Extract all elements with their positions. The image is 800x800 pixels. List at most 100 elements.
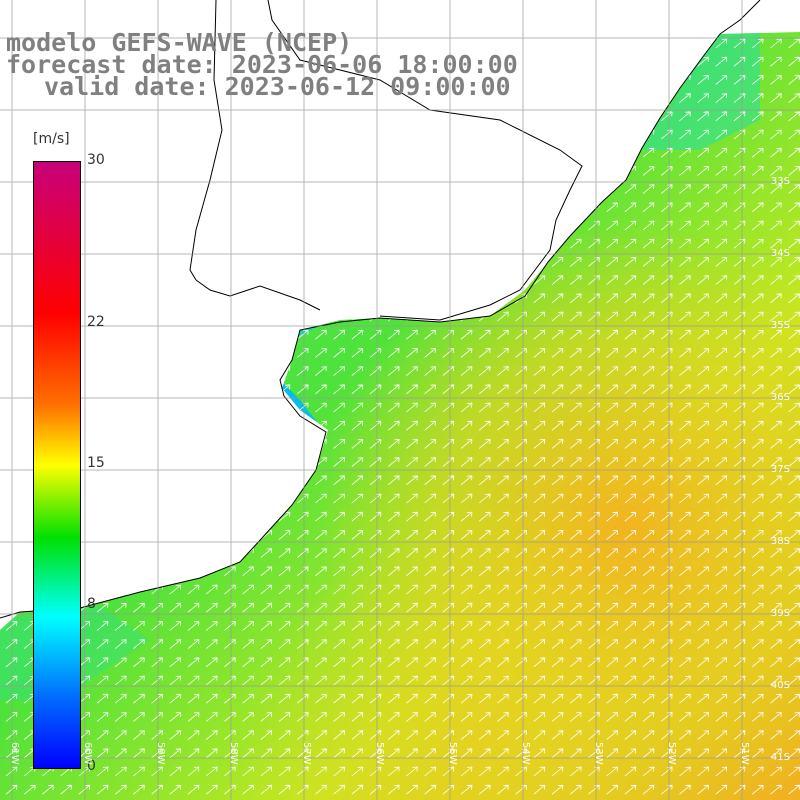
wind-arrow — [333, 602, 345, 613]
wind-arrow — [460, 38, 473, 49]
wind-arrow — [205, 384, 218, 395]
wind-arrow — [114, 748, 127, 759]
wind-arrow — [205, 311, 218, 322]
wind-arrow — [497, 129, 509, 140]
wind-arrow — [751, 402, 764, 413]
wind-arrow — [114, 184, 127, 194]
wind-arrow — [642, 784, 655, 795]
wind-arrow — [406, 129, 418, 140]
wind-arrow — [551, 220, 564, 231]
wind-arrow — [606, 712, 618, 722]
wind-arrow — [660, 329, 673, 340]
wind-arrow — [242, 147, 254, 158]
wind-arrow — [114, 712, 127, 722]
colorbar — [33, 161, 81, 769]
wind-arrow — [624, 584, 637, 595]
wind-arrow — [679, 439, 691, 449]
wind-arrow — [333, 511, 345, 522]
wind-arrow — [569, 348, 582, 358]
wind-arrow — [315, 511, 327, 522]
wind-arrow — [642, 730, 655, 740]
wind-arrow — [242, 238, 254, 249]
wind-arrow — [497, 548, 509, 558]
wind-arrow — [497, 621, 509, 631]
wind-arrow — [387, 366, 400, 376]
wind-arrow — [133, 602, 145, 613]
wind-arrow — [660, 402, 673, 413]
wind-arrow — [515, 639, 527, 649]
wind-arrow — [770, 766, 782, 777]
wind-arrow — [278, 475, 291, 486]
wind-arrow — [624, 129, 637, 140]
wind-arrow — [497, 730, 509, 740]
wind-arrow — [715, 56, 728, 67]
wind-arrow — [533, 402, 546, 413]
wind-arrow — [569, 329, 582, 340]
wind-arrow — [460, 511, 473, 522]
wind-arrow — [515, 602, 527, 613]
wind-arrow — [78, 766, 91, 777]
wind-arrow — [770, 38, 782, 49]
wind-arrow — [715, 366, 728, 376]
wind-arrow — [624, 693, 637, 704]
wind-arrow — [96, 275, 109, 285]
wind-arrow — [333, 147, 345, 158]
wind-arrow — [169, 639, 182, 649]
wind-arrow — [333, 566, 345, 577]
wind-arrow — [606, 311, 618, 322]
wind-arrow — [242, 384, 254, 395]
wind-arrow — [497, 348, 509, 358]
wind-arrow — [478, 202, 491, 213]
wind-arrow — [642, 329, 655, 340]
wind-arrow — [369, 275, 382, 285]
wind-arrow — [260, 693, 273, 704]
wind-arrow — [333, 184, 345, 194]
wind-arrow — [169, 384, 182, 395]
wind-arrow — [224, 202, 236, 213]
wind-arrow — [351, 348, 364, 358]
wind-arrow — [697, 56, 709, 67]
wind-arrow — [351, 129, 364, 140]
wind-arrow — [533, 639, 546, 649]
wind-arrow — [588, 530, 600, 540]
wind-arrow — [187, 293, 200, 304]
wind-arrow — [533, 56, 546, 67]
latitude-label: 35S — [770, 320, 790, 331]
wind-arrow — [515, 238, 527, 249]
wind-arrow — [606, 584, 618, 595]
wind-arrow — [387, 639, 400, 649]
wind-arrow — [515, 766, 527, 777]
wind-arrow — [205, 675, 218, 686]
wind-arrow — [751, 621, 764, 631]
wind-arrow — [642, 657, 655, 668]
wind-arrow — [569, 602, 582, 613]
wind-arrow — [697, 712, 709, 722]
wind-arrow — [770, 566, 782, 577]
wind-arrow — [351, 166, 364, 176]
wind-arrow — [242, 475, 254, 486]
wind-arrow — [715, 748, 728, 759]
wind-arrow — [351, 366, 364, 376]
wind-arrow — [96, 257, 109, 267]
wind-arrow — [715, 220, 728, 231]
wind-arrow — [624, 766, 637, 777]
wind-arrow — [424, 384, 436, 395]
wind-arrow — [660, 530, 673, 540]
wind-arrow — [533, 238, 546, 249]
wind-arrow — [606, 384, 618, 395]
wind-arrow — [624, 712, 637, 722]
wind-arrow — [242, 457, 254, 467]
wind-arrow — [606, 257, 618, 267]
wind-arrow — [133, 420, 145, 431]
wind-arrow — [478, 402, 491, 413]
wind-arrow — [406, 275, 418, 285]
wind-arrow — [387, 584, 400, 595]
wind-arrow — [551, 38, 564, 49]
wind-arrow — [660, 511, 673, 522]
wind-arrow — [624, 784, 637, 795]
wind-arrow — [333, 766, 345, 777]
wind-arrow — [460, 639, 473, 649]
wind-arrow — [169, 530, 182, 540]
wind-arrow — [351, 293, 364, 304]
wind-arrow — [751, 602, 764, 613]
